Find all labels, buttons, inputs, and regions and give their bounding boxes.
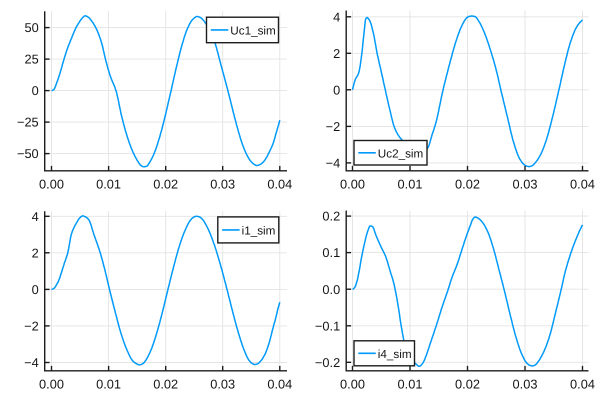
svg-text:0.03: 0.03 [210,176,235,191]
svg-text:0.2: 0.2 [322,209,340,224]
svg-text:−2: −2 [326,119,341,134]
svg-text:−0.1: −0.1 [315,318,340,333]
svg-text:0.04: 0.04 [267,176,292,191]
svg-text:0.00: 0.00 [340,376,365,391]
svg-text:0.01: 0.01 [398,176,423,191]
svg-text:−4: −4 [326,156,341,171]
svg-text:0.03: 0.03 [513,376,538,391]
svg-text:−0.2: −0.2 [315,355,340,370]
svg-text:4: 4 [333,9,340,24]
svg-text:−4: −4 [24,355,39,370]
svg-text:0: 0 [32,83,39,98]
svg-text:0.00: 0.00 [340,176,365,191]
svg-text:−2: −2 [24,319,39,334]
svg-text:0.02: 0.02 [153,376,178,391]
svg-text:0.03: 0.03 [210,376,235,391]
svg-text:Uc2_sim: Uc2_sim [378,147,423,160]
svg-text:i4_sim: i4_sim [378,348,412,361]
svg-text:−25: −25 [17,115,39,130]
svg-text:0.03: 0.03 [513,176,538,191]
svg-text:0.01: 0.01 [398,376,423,391]
svg-text:2: 2 [32,245,39,260]
svg-text:0: 0 [32,282,39,297]
svg-text:Uc1_sim: Uc1_sim [230,25,275,38]
svg-text:0.02: 0.02 [455,176,480,191]
svg-text:0.02: 0.02 [153,176,178,191]
svg-text:2: 2 [333,46,340,61]
svg-text:25: 25 [24,52,38,67]
svg-text:50: 50 [24,20,38,35]
svg-text:0.1: 0.1 [322,245,340,260]
svg-text:0.04: 0.04 [570,176,595,191]
svg-text:4: 4 [32,209,39,224]
svg-text:0.00: 0.00 [39,176,64,191]
svg-text:0.00: 0.00 [39,376,64,391]
svg-text:0.01: 0.01 [96,376,121,391]
svg-text:0: 0 [333,82,340,97]
svg-text:0.01: 0.01 [96,176,121,191]
svg-text:0.02: 0.02 [455,376,480,391]
svg-text:−50: −50 [17,146,39,161]
svg-text:i1_sim: i1_sim [242,225,276,238]
svg-text:0.04: 0.04 [570,376,595,391]
svg-text:0.0: 0.0 [322,282,340,297]
svg-text:0.04: 0.04 [267,376,292,391]
